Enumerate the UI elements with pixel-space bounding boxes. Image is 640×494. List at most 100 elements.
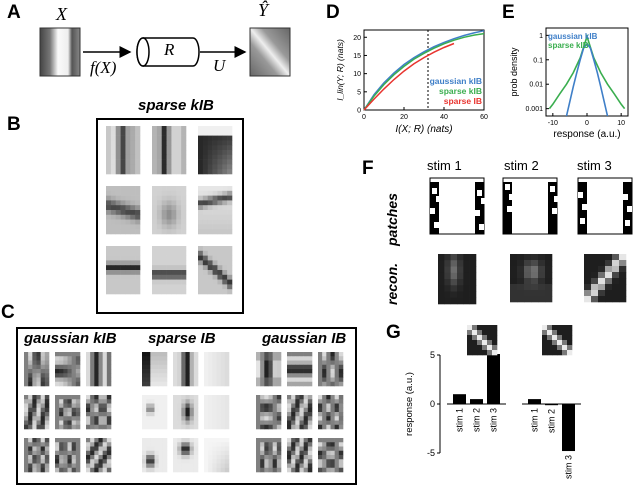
sparse-kib-filter-6 — [198, 186, 233, 235]
sparse-kib-filter-4 — [106, 186, 141, 235]
panel-b-title: sparse kIB — [138, 97, 214, 114]
filter-group-1-6 — [86, 395, 112, 430]
filter-group-3-5 — [287, 395, 313, 430]
panel-label-b: B — [7, 114, 21, 135]
panel-label-c: C — [1, 302, 15, 323]
panel-label-d: D — [326, 2, 340, 23]
d-ytick-label: 10 — [353, 71, 361, 78]
panel-f-images — [429, 177, 633, 305]
panel-c-title-3: gaussian IB — [262, 330, 347, 347]
g-tick-label: stim 2 — [547, 409, 557, 433]
g-bar-2-3 — [562, 404, 575, 452]
filter-group-1-1 — [24, 352, 50, 387]
e-legend-entry-2: sparse kIB — [548, 41, 589, 50]
d-xtick-label: 40 — [440, 114, 448, 121]
panel-a-schematic — [39, 27, 291, 77]
stim-label-3: stim 3 — [577, 158, 612, 173]
e-ytick-label: 0.001 — [525, 106, 543, 113]
recon-stim-2 — [510, 254, 553, 303]
filter-group-2-6 — [204, 395, 230, 430]
d-legend-entry-2: sparse kIB — [439, 86, 482, 96]
panel-label-e: E — [502, 2, 515, 23]
filter-group-2-4 — [142, 395, 168, 430]
d-xlabel: I(X; R) (nats) — [395, 124, 452, 135]
filter-group-2-9 — [204, 438, 230, 473]
filter-group-2-7 — [142, 438, 168, 473]
d-legend-entry-3: sparse IB — [444, 96, 482, 106]
d-series-line-2 — [363, 32, 485, 111]
d-series-line-3 — [363, 42, 455, 111]
g-tick-label: stim 1 — [530, 408, 540, 432]
filter-group-1-7 — [24, 438, 50, 473]
e-xtick-label: -10 — [548, 120, 558, 127]
e-xtick-label: 0 — [585, 120, 589, 127]
sparse-kib-filter-2 — [152, 126, 187, 175]
panel-label-f: F — [362, 158, 374, 179]
output-patch-yhat — [249, 27, 291, 77]
patch-stim-3 — [577, 177, 633, 235]
filter-group-3-6 — [318, 395, 344, 430]
d-legend-entry-1: gaussian kIB — [430, 76, 482, 86]
g-bar-1-1 — [453, 394, 466, 404]
filter-group-2-1 — [142, 352, 168, 387]
label-x: X — [56, 4, 67, 24]
g-bar-2-1 — [528, 399, 541, 404]
filter-group-2-8 — [173, 438, 199, 473]
g-bar-1-3 — [487, 354, 500, 404]
d-xtick-label: 0 — [362, 114, 366, 121]
g-ytick-label: 0 — [430, 399, 435, 409]
e-ytick-label: 0.1 — [533, 57, 543, 64]
panel-label-a: A — [7, 2, 21, 23]
filter-group-3-2 — [287, 352, 313, 387]
panel-label-g: G — [386, 322, 401, 343]
d-series-line-1 — [363, 29, 485, 111]
panel-c-title-1: gaussian kIB — [24, 330, 117, 347]
panel-g-chart: -5 0 5 response (a.u.) stim 1 stim 2 stim 3 sti… — [404, 325, 581, 479]
filter-group-3-1 — [256, 352, 282, 387]
g-tick-label: stim 1 — [455, 408, 465, 432]
g-ytick-label: -5 — [427, 448, 435, 458]
filter-group-2-2 — [173, 352, 199, 387]
label-fx: f(X) — [90, 58, 117, 77]
g-bar-1-2 — [470, 399, 483, 404]
filter-group-1-3 — [86, 352, 112, 387]
sparse-kib-filter-5 — [152, 186, 187, 235]
e-legend-entry-1: gaussian kIB — [548, 32, 598, 41]
recon-stim-1 — [438, 254, 477, 305]
g-tick-label: stim 2 — [472, 408, 482, 432]
sparse-kib-filter-3 — [198, 126, 233, 175]
patch-stim-2 — [502, 177, 559, 235]
g-ytick-label: 5 — [430, 350, 435, 360]
panel-c-title-2: sparse IB — [148, 330, 216, 347]
d-ytick-label: 20 — [353, 35, 361, 42]
e-ylabel: prob density — [509, 47, 519, 97]
filter-group-3-7 — [256, 438, 282, 473]
d-ylabel: I_lin(Y; R) (nats) — [335, 39, 345, 101]
e-series-line-2 — [548, 33, 626, 110]
panel-c-filter-grids — [24, 352, 344, 473]
label-u: U — [213, 56, 226, 75]
d-axes-box — [363, 29, 485, 111]
label-yhat: Ŷ — [258, 0, 269, 20]
patch-stim-1 — [429, 177, 486, 235]
panel-b-filter-grid — [106, 126, 233, 295]
g-ylabel: response (a.u.) — [404, 372, 415, 436]
stim-label-2: stim 2 — [504, 158, 539, 173]
filter-group-2-3 — [204, 352, 230, 387]
sparse-kib-filter-7 — [106, 246, 141, 295]
recon-stim-3 — [584, 254, 627, 303]
sparse-kib-filter-8 — [152, 246, 187, 295]
d-ytick-label: 15 — [353, 53, 361, 60]
g-bar-2-2 — [545, 404, 558, 406]
filter-group-3-4 — [256, 395, 282, 430]
filter-group-1-5 — [55, 395, 81, 430]
e-series-line-1 — [565, 42, 609, 117]
label-r: R — [164, 40, 175, 59]
filter-group-1-8 — [55, 438, 81, 473]
g-stimulus-icon-2 — [542, 325, 573, 356]
e-xlabel: response (a.u.) — [553, 129, 620, 140]
d-xtick-label: 60 — [480, 114, 488, 121]
e-xtick-label: 10 — [617, 120, 625, 127]
